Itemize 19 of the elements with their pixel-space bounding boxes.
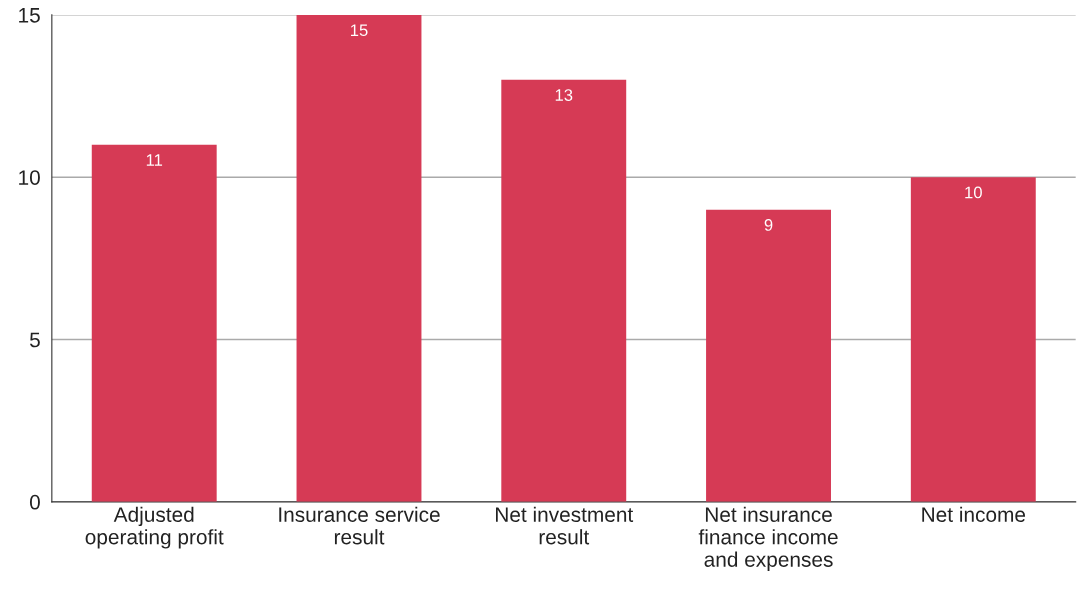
x-tick-label: Net investment result — [496, 506, 634, 545]
y-tick-label: 10 — [19, 170, 40, 185]
bar — [501, 79, 627, 502]
y-tick-label: 15 — [19, 8, 40, 23]
data-label: 15 — [350, 24, 368, 37]
bar — [910, 177, 1036, 502]
data-label: 10 — [965, 186, 982, 199]
bar — [706, 209, 831, 502]
data-label: 11 — [146, 154, 163, 166]
y-tick-label: 0 — [29, 494, 40, 510]
data-label: 13 — [555, 89, 573, 101]
y-tick-label: 5 — [29, 332, 40, 348]
x-tick-label: Adjusted operating profit — [85, 506, 224, 549]
data-label: 9 — [764, 219, 773, 231]
x-tick-label: Insurance service result — [279, 506, 440, 545]
x-tick-label: Net income — [922, 506, 1026, 522]
x-tick-label: Net insurance finance income and expenses — [698, 506, 838, 571]
bar — [91, 144, 217, 502]
bar — [296, 14, 422, 502]
